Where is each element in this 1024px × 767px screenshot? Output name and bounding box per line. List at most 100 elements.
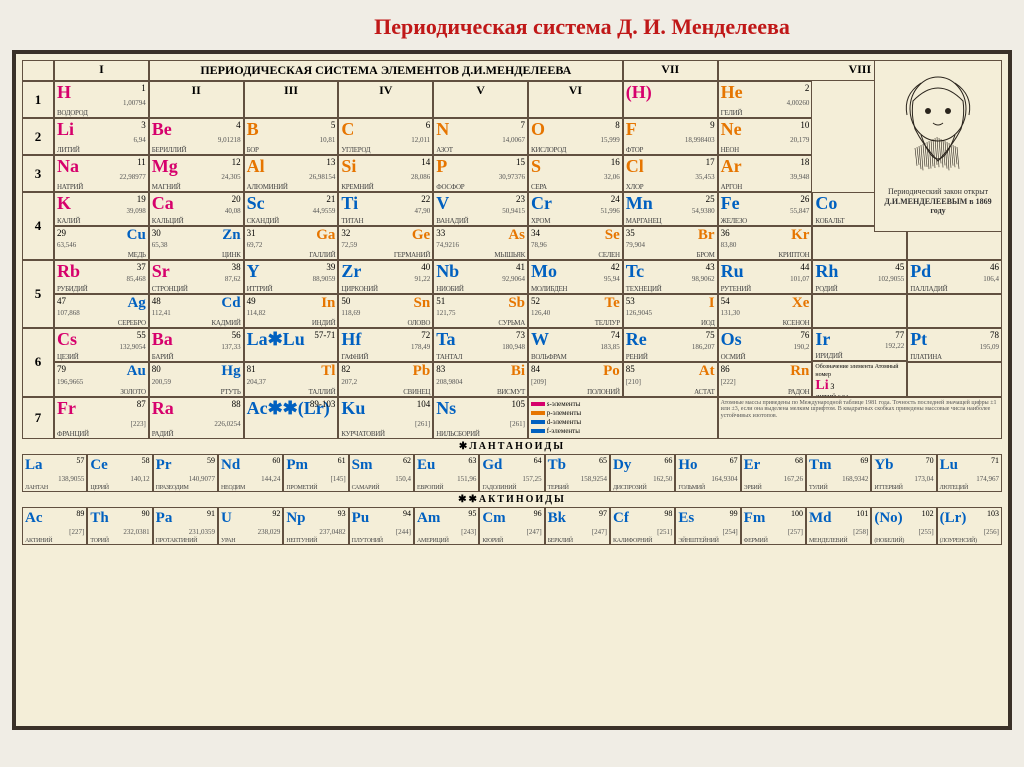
element-cell: Yb70173,04ИТТЕРБИЙ <box>871 454 936 492</box>
element-cell-pair: W74183,85ВОЛЬФРАМ84Po[209]ПОЛОНИЙ <box>528 328 623 396</box>
atomic-mass: 238,029 <box>258 528 281 536</box>
element-symbol: Md <box>809 510 832 526</box>
element-symbol: Es <box>678 510 694 526</box>
element-symbol: Sr <box>152 261 170 281</box>
element-name: СЕРА <box>531 183 547 191</box>
element-name: АСТАТ <box>694 388 715 396</box>
element-cell: Os76190,2ОСМИЙ <box>718 328 813 362</box>
atomic-mass: [222] <box>721 378 736 386</box>
element-name: КСЕНОН <box>783 319 810 327</box>
element-cell-pair: Ru44101,07РУТЕНИЙ54Xe131,30КСЕНОН <box>718 260 813 328</box>
element-cell: Ce58140,12ЦЕРИЙ <box>87 454 152 492</box>
element-symbol: Se <box>605 228 620 243</box>
element-cell: Ta73180,948ТАНТАЛ <box>433 328 528 362</box>
element-name: ДИСПРОЗИЙ <box>613 485 646 491</box>
element-symbol: Rb <box>57 261 80 281</box>
element-cell: La✱Lu57-71 <box>244 328 339 362</box>
atomic-number: 56 <box>232 330 241 340</box>
atomic-mass: 15,999 <box>601 136 620 144</box>
element-cell: 36Kr83,80КРИПТОН <box>718 226 813 260</box>
atomic-mass: 114,82 <box>247 309 266 317</box>
element-name: ВИСМУТ <box>497 388 525 396</box>
atomic-number: 91 <box>207 509 215 518</box>
atomic-mass: 79,904 <box>626 241 645 249</box>
element-symbol: Ba <box>152 329 173 349</box>
element-cell: B510,81БОР <box>244 118 339 155</box>
atomic-mass: 196,9665 <box>57 378 83 386</box>
atomic-mass: [247] <box>592 528 607 536</box>
element-symbol: Be <box>152 119 172 139</box>
element-symbol: He <box>721 82 743 102</box>
element-name: СЕРЕБРО <box>118 319 146 327</box>
color-legend: s-элементы p-элементы d-элементы f-элеме… <box>528 397 718 439</box>
atomic-number: 99 <box>730 509 738 518</box>
element-symbol: Ag <box>127 296 145 311</box>
element-cell: Sr3887,62СТРОНЦИЙ <box>149 260 244 294</box>
atomic-number: 4 <box>236 120 241 130</box>
atomic-mass: 39,948 <box>790 173 809 181</box>
atomic-number: 18 <box>800 157 809 167</box>
element-cell: 33As74,9216МЫШЬЯК <box>433 226 528 260</box>
atomic-number: 71 <box>991 456 999 465</box>
element-symbol: Bi <box>511 364 525 379</box>
atomic-number: 2 <box>805 83 810 93</box>
atomic-mass: 44,9559 <box>313 207 336 215</box>
element-name: ТАЛЛИЙ <box>309 388 336 396</box>
atomic-number: 31 <box>247 228 256 238</box>
element-symbol: Eu <box>417 457 435 473</box>
element-cell: Si1428,086КРЕМНИЙ <box>338 155 433 192</box>
element-cell: 47Ag107,868СЕРЕБРО <box>54 294 149 328</box>
element-cell: La57138,9055ЛАНТАН <box>22 454 87 492</box>
atomic-mass: 24,305 <box>221 173 240 181</box>
element-symbol: Er <box>744 457 761 473</box>
atomic-number: 85 <box>626 364 635 374</box>
element-name: НИЛЬСБОРИЙ <box>436 430 479 438</box>
element-symbol: Ra <box>152 398 174 418</box>
element-symbol: K <box>57 193 71 213</box>
element-cell: Ar1839,948АРГОН <box>718 155 813 192</box>
element-name: ГЕРМАНИЙ <box>394 251 430 259</box>
element-name: ВАНАДИЙ <box>436 217 468 225</box>
element-symbol: Th <box>90 510 108 526</box>
element-name: НАТРИЙ <box>57 183 83 191</box>
element-symbol: V <box>436 193 449 213</box>
atomic-mass: 1,00794 <box>123 99 146 107</box>
element-name: ЭРБИЙ <box>744 485 762 491</box>
element-name: ПАЛЛАДИЙ <box>910 285 947 293</box>
atomic-number: 61 <box>338 456 346 465</box>
atomic-number: 24 <box>611 194 620 204</box>
period-number: 2 <box>22 118 54 155</box>
atomic-mass: 63,546 <box>57 241 76 249</box>
atomic-mass: 98,9062 <box>692 275 715 283</box>
atomic-mass: 126,9045 <box>626 309 652 317</box>
atomic-number: 36 <box>721 228 730 238</box>
element-symbol: Ar <box>721 156 742 176</box>
element-name: ПРОТАКТИНИЙ <box>156 538 197 544</box>
element-symbol: Ge <box>412 228 430 243</box>
element-symbol: Tb <box>548 457 566 473</box>
element-symbol: Ru <box>721 261 744 281</box>
element-cell: Ca2040,08КАЛЬЦИЙ <box>149 192 244 226</box>
atomic-mass: 12,011 <box>411 136 430 144</box>
atomic-number: 83 <box>436 364 445 374</box>
group-label: I <box>54 60 149 81</box>
atomic-mass: 83,80 <box>721 241 737 249</box>
element-symbol: Dy <box>613 457 631 473</box>
element-symbol: Ac <box>25 510 43 526</box>
lanthanides-title: ✱ЛАНТАНОИДЫ <box>22 439 1002 454</box>
element-symbol: I <box>709 296 715 311</box>
element-symbol: La✱Lu <box>247 329 305 349</box>
atomic-number: 58 <box>142 456 150 465</box>
atomic-number: 97 <box>599 509 607 518</box>
element-symbol: (Lr) <box>940 510 967 526</box>
element-name: ИРИДИЙ <box>815 352 842 360</box>
element-symbol: Fm <box>744 510 766 526</box>
atomic-number: 3 <box>141 120 146 130</box>
element-symbol: Fe <box>721 193 740 213</box>
atomic-number: 29 <box>57 228 66 238</box>
atomic-number: 38 <box>232 262 241 272</box>
element-name: ГАФНИЙ <box>341 353 368 361</box>
element-symbol: In <box>321 296 335 311</box>
atomic-mass: 101,07 <box>790 275 809 283</box>
element-cell-pair: Ta73180,948ТАНТАЛ83Bi208,9804ВИСМУТ <box>433 328 528 396</box>
